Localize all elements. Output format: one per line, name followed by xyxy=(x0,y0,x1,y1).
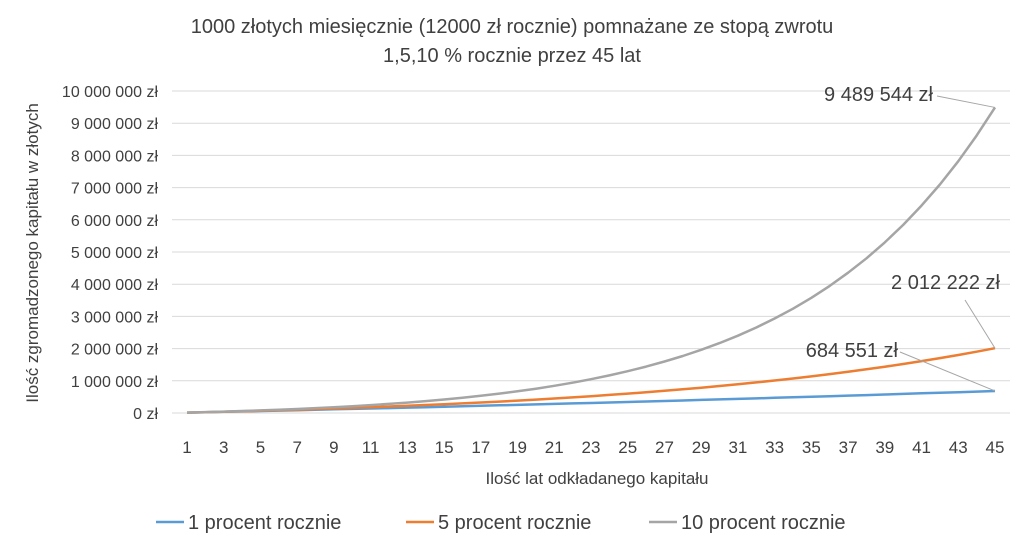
x-tick-label: 43 xyxy=(949,438,968,457)
annotation-leader xyxy=(936,95,996,108)
x-tick-label: 25 xyxy=(618,438,637,457)
x-tick-label: 9 xyxy=(329,438,338,457)
x-tick-label: 19 xyxy=(508,438,527,457)
y-tick-label: 9 000 000 zł xyxy=(71,116,159,133)
chart-title-line2: 1,5,10 % rocznie przez 45 lat xyxy=(383,45,641,67)
data-label: 2 012 222 zł xyxy=(891,272,1001,294)
y-tick-label: 2 000 000 zł xyxy=(71,342,159,359)
legend-label: 1 procent rocznie xyxy=(188,512,341,534)
legend-label: 5 procent rocznie xyxy=(438,512,591,534)
x-tick-label: 35 xyxy=(802,438,821,457)
chart-title-line1: 1000 złotych miesięcznie (12000 zł roczn… xyxy=(191,16,834,38)
x-tick-label: 7 xyxy=(292,438,301,457)
annotation-leader xyxy=(899,351,996,392)
gridlines xyxy=(172,90,1010,414)
x-tick-label: 37 xyxy=(839,438,858,457)
x-tick-label: 21 xyxy=(545,438,564,457)
y-tick-label: 0 zł xyxy=(133,406,158,423)
legend: 1 procent rocznie 5 procent rocznie 10 pro… xyxy=(156,512,846,534)
x-tick-label: 15 xyxy=(435,438,454,457)
x-tick-label: 23 xyxy=(582,438,601,457)
y-tick-label: 10 000 000 zł xyxy=(62,84,159,101)
annotations: 9 489 544 zł 2 012 222 zł 684 551 zł xyxy=(806,84,1001,392)
annotation-leader xyxy=(964,299,996,349)
y-tick-label: 6 000 000 zł xyxy=(71,213,159,230)
x-tick-label: 29 xyxy=(692,438,711,457)
x-tick-label: 45 xyxy=(986,438,1005,457)
x-tick-label: 31 xyxy=(728,438,747,457)
x-tick-labels: 1 3 5 7 9 11 13 15 17 19 21 23 25 27 29 31 33 35 37 39 41 43 4… xyxy=(182,438,1004,457)
series-lines xyxy=(186,106,997,414)
x-tick-label: 27 xyxy=(655,438,674,457)
x-tick-label: 1 xyxy=(182,438,191,457)
y-axis-label: Ilość zgromadzonego kapitału w złotych xyxy=(23,103,42,403)
x-tick-label: 33 xyxy=(765,438,784,457)
legend-label: 10 procent rocznie xyxy=(681,512,846,534)
y-tick-label: 4 000 000 zł xyxy=(71,277,159,294)
y-tick-label: 1 000 000 zł xyxy=(71,374,159,391)
x-tick-label: 11 xyxy=(362,438,380,457)
y-tick-labels: 0 zł 1 000 000 zł 2 000 000 zł 3 000 000 zł… xyxy=(62,84,159,423)
x-tick-label: 3 xyxy=(219,438,228,457)
data-label: 9 489 544 zł xyxy=(824,84,934,106)
x-tick-label: 5 xyxy=(256,438,265,457)
x-tick-label: 39 xyxy=(875,438,894,457)
series-line-10-procent-rocznie xyxy=(186,106,997,414)
y-tick-label: 8 000 000 zł xyxy=(71,148,159,165)
y-tick-label: 5 000 000 zł xyxy=(71,245,159,262)
x-tick-label: 13 xyxy=(398,438,417,457)
y-tick-label: 7 000 000 zł xyxy=(71,181,159,198)
data-label: 684 551 zł xyxy=(806,340,899,362)
x-axis-label: Ilość lat odkładanego kapitału xyxy=(485,469,708,488)
y-tick-label: 3 000 000 zł xyxy=(71,309,159,326)
x-tick-label: 17 xyxy=(471,438,490,457)
x-tick-label: 41 xyxy=(912,438,931,457)
